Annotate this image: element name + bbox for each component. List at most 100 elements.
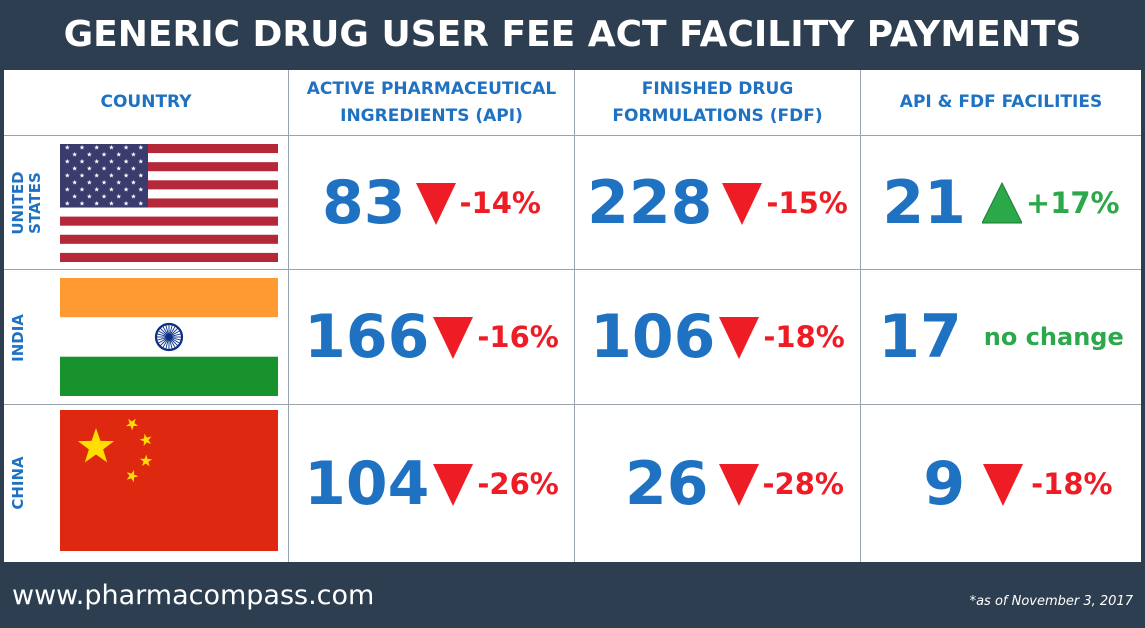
header-both: API & FDF FACILITIES [899, 92, 1103, 112]
cell-china-api: 104 -26% [289, 405, 575, 562]
usa-star [64, 186, 70, 192]
down-arrow-icon [983, 463, 1024, 506]
usa-star [138, 200, 144, 206]
value-us-fdf: 228 [587, 167, 713, 238]
india-flag-icon [60, 278, 278, 396]
usa-star [108, 200, 114, 206]
china-large-star [77, 428, 115, 463]
usa-star [101, 193, 107, 199]
chakra-spoke [156, 333, 170, 338]
footer-website[interactable]: www.pharmacompass.com [12, 580, 375, 611]
india-saffron [60, 278, 278, 318]
usa-star [123, 200, 129, 206]
usa-star [94, 158, 100, 164]
china-small-star [140, 454, 153, 467]
usa-star [123, 172, 129, 178]
metric-us-both: 21 +17% [882, 173, 1119, 233]
usa-star [79, 172, 85, 178]
chakra-spoke [168, 336, 173, 350]
metric-india-api: 166 -16% [304, 307, 559, 367]
value-india-both: 17 [878, 302, 962, 372]
usa-star [72, 151, 78, 157]
page-title: GENERIC DRUG USER FEE ACT FACILITY PAYME… [63, 14, 1082, 55]
usa-star [72, 179, 78, 185]
down-arrow-icon [718, 463, 759, 506]
usa-star [72, 193, 78, 199]
usa-star [64, 172, 70, 178]
chakra-spoke [165, 336, 170, 350]
value-india-api: 166 [304, 302, 430, 372]
usa-star [138, 158, 144, 164]
metric-india-fdf: 106 -18% [590, 307, 845, 367]
usa-star [86, 193, 92, 199]
cell-india-fdf: 106 -18% [575, 270, 861, 405]
usa-star [94, 144, 100, 150]
usa-star [130, 151, 136, 157]
usa-star [79, 144, 85, 150]
up-arrow-icon [981, 181, 1022, 223]
cell-india-both: 17 no change [861, 270, 1141, 405]
usa-star [86, 179, 92, 185]
usa-star [101, 151, 107, 157]
header-fdf: FINISHED DRUG FORMULATIONS (FDF) [612, 78, 823, 126]
china-small-star [139, 433, 152, 446]
value-china-fdf: 26 [625, 448, 709, 519]
usa-star [79, 200, 85, 206]
down-arrow-icon [415, 182, 456, 225]
usa-star [130, 179, 136, 185]
value-us-both: 21 [882, 167, 966, 238]
chakra-spoke [168, 336, 181, 344]
chakra-spoke [168, 333, 182, 338]
china-flag-icon [60, 410, 278, 551]
header-fdf-cell: FINISHED DRUG FORMULATIONS (FDF) [575, 70, 861, 136]
metric-china-api: 104 -26% [304, 454, 559, 514]
usa-star [64, 158, 70, 164]
usa-star [86, 151, 92, 157]
chakra-spoke [168, 336, 179, 347]
india-green [60, 356, 278, 396]
usa-star [138, 172, 144, 178]
usa-star [116, 193, 122, 199]
down-arrow-icon [433, 463, 474, 506]
header-country: COUNTRY [100, 92, 192, 112]
usa-star [108, 172, 114, 178]
cell-india-api: 166 -16% [289, 270, 575, 405]
india-chakra-spokes [156, 324, 182, 350]
footer-date-note: *as of November 3, 2017 [969, 594, 1133, 609]
chakra-spoke [168, 325, 176, 338]
change-india-fdf: -18% [763, 320, 845, 354]
cell-us-api: 83 -14% [289, 136, 575, 270]
usa-star [116, 165, 122, 171]
usa-star [64, 144, 70, 150]
change-us-fdf: -15% [766, 185, 848, 220]
value-india-fdf: 106 [590, 302, 716, 372]
chakra-spoke [168, 327, 179, 338]
usa-star [79, 186, 85, 192]
header-api: ACTIVE PHARMACEUTICAL INGREDIENTS (API) [306, 78, 557, 126]
usa-star [94, 186, 100, 192]
down-arrow-icon [433, 317, 474, 359]
usa-star [116, 151, 122, 157]
cell-china-fdf: 26 -28% [575, 405, 861, 562]
header-both-cell: API & FDF FACILITIES [861, 70, 1141, 136]
change-china-fdf: -28% [762, 466, 844, 501]
change-india-api: -16% [477, 320, 559, 354]
change-india-both: no change [983, 323, 1124, 351]
header-api-cell: ACTIVE PHARMACEUTICAL INGREDIENTS (API) [289, 70, 575, 136]
value-us-api: 83 [322, 167, 406, 238]
chakra-spoke [168, 324, 173, 338]
chakra-spoke [168, 330, 181, 338]
chakra-spoke [168, 336, 176, 349]
header-country-cell: COUNTRY [4, 70, 289, 136]
usa-star [123, 186, 129, 192]
usa-star [94, 172, 100, 178]
usa-stars [64, 144, 144, 206]
usa-star [101, 179, 107, 185]
china-small-star [125, 418, 139, 431]
usa-star [123, 144, 129, 150]
china-stars [77, 418, 153, 483]
chakra-spoke [168, 336, 182, 341]
usa-star [138, 144, 144, 150]
usa-star [79, 158, 85, 164]
